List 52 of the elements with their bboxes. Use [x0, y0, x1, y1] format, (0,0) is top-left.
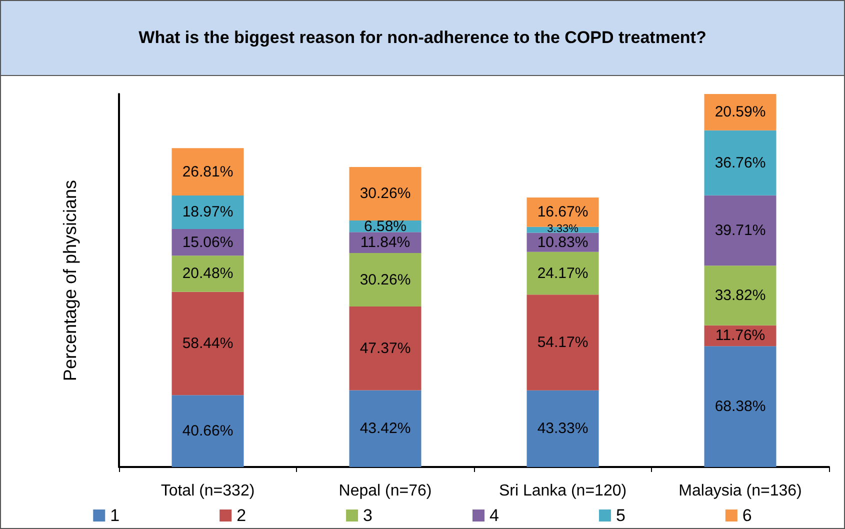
bar	[526, 390, 599, 467]
data-label: 33.82%	[714, 286, 766, 304]
y-axis-title: Percentage of physicians	[60, 180, 80, 382]
bar	[349, 166, 422, 220]
bar	[349, 306, 422, 390]
legend-label: 2	[236, 506, 246, 525]
x-tick-label: Sri Lanka (n=120)	[498, 482, 627, 500]
data-label: 30.26%	[360, 271, 411, 288]
bar	[172, 395, 244, 467]
data-label: 18.97%	[182, 204, 234, 221]
bar	[704, 130, 776, 196]
data-label: 36.76%	[714, 154, 766, 172]
data-label: 43.33%	[537, 420, 588, 438]
x-tick-label: Total (n=332)	[160, 482, 255, 500]
bar	[172, 292, 244, 396]
bar	[526, 294, 599, 390]
bar	[172, 148, 244, 196]
bar	[349, 390, 422, 467]
legend-label: 4	[490, 506, 499, 525]
bar	[704, 94, 776, 130]
legend-label: 6	[742, 506, 752, 525]
bar	[704, 195, 776, 266]
data-label: 47.37%	[360, 340, 411, 357]
data-label: 20.59%	[714, 104, 766, 121]
data-label: 6.58%	[364, 218, 407, 235]
data-label: 20.48%	[182, 265, 234, 282]
bar	[526, 252, 599, 295]
data-label: 54.17%	[537, 334, 588, 352]
x-tick-label: Malaysia (n=136)	[678, 482, 802, 500]
data-label: 11.84%	[360, 234, 410, 252]
chart-title: What is the biggest reason for non-adherence to the COPD treatment?	[1, 1, 844, 76]
bar	[349, 253, 422, 307]
data-label: 39.71%	[714, 222, 766, 239]
bar	[172, 195, 244, 230]
data-label: 43.42%	[360, 420, 411, 438]
bar	[172, 256, 244, 292]
bar	[704, 346, 776, 467]
data-label: 10.83%	[537, 234, 588, 251]
bar	[704, 266, 776, 326]
x-tick-label: Nepal (n=76)	[338, 482, 432, 500]
data-label: 68.38%	[714, 398, 766, 416]
data-label: 40.66%	[182, 422, 234, 440]
data-label: 16.67%	[537, 204, 588, 221]
legend-label: 1	[110, 506, 120, 525]
data-label: 30.26%	[360, 185, 411, 202]
data-label: 15.06%	[182, 234, 234, 251]
legend-label: 5	[616, 506, 626, 525]
data-label: 24.17%	[537, 264, 588, 282]
legend-label: 3	[363, 506, 373, 525]
data-label: 26.81%	[182, 163, 234, 180]
data-label: 58.44%	[182, 334, 234, 352]
data-label: 11.76%	[715, 327, 766, 344]
